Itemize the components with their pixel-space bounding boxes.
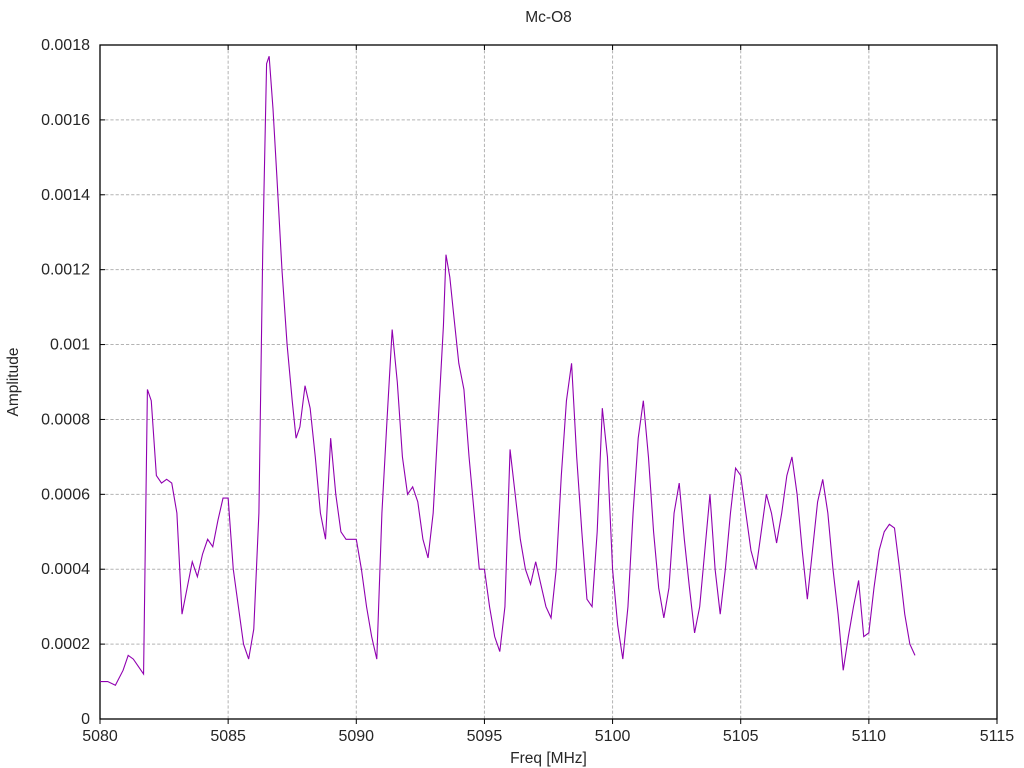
svg-text:5105: 5105	[723, 728, 759, 745]
svg-text:0.0014: 0.0014	[41, 187, 90, 204]
svg-text:5090: 5090	[338, 728, 374, 745]
svg-text:5085: 5085	[210, 728, 246, 745]
svg-text:Freq [MHz]: Freq [MHz]	[510, 750, 587, 767]
svg-text:5080: 5080	[82, 728, 118, 745]
svg-text:0.0018: 0.0018	[41, 37, 90, 54]
svg-text:0.0008: 0.0008	[41, 411, 90, 428]
svg-text:5100: 5100	[595, 728, 631, 745]
svg-text:0.0004: 0.0004	[41, 561, 90, 578]
svg-text:0.0002: 0.0002	[41, 636, 90, 653]
svg-text:0.0016: 0.0016	[41, 112, 90, 129]
svg-text:Amplitude: Amplitude	[5, 348, 22, 417]
svg-text:0: 0	[81, 711, 90, 728]
svg-text:0.0012: 0.0012	[41, 262, 90, 279]
svg-text:0.001: 0.001	[50, 337, 90, 354]
svg-text:5115: 5115	[980, 728, 1015, 745]
svg-text:5095: 5095	[467, 728, 503, 745]
svg-text:Mc-O8: Mc-O8	[525, 9, 572, 26]
svg-text:0.0006: 0.0006	[41, 486, 90, 503]
svg-text:5110: 5110	[852, 728, 887, 745]
